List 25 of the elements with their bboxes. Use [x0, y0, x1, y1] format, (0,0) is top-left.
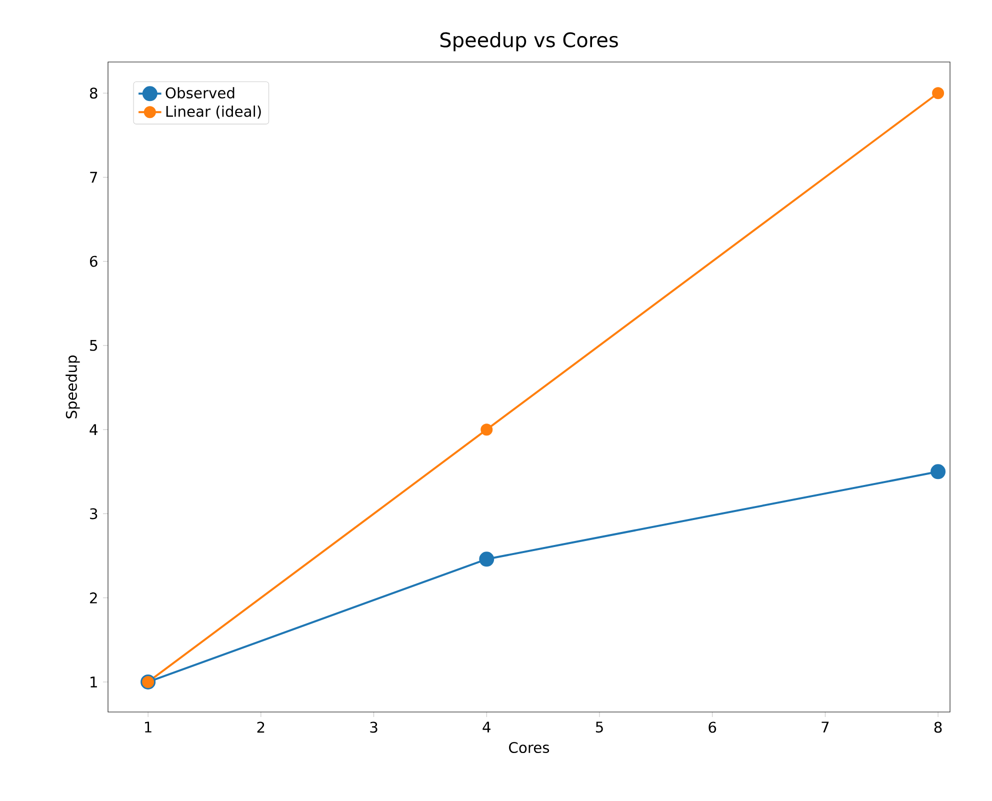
- x-tick-label: 7: [822, 722, 829, 732]
- y-tick-label: 4: [90, 424, 98, 435]
- x-tick-label: 1: [145, 722, 152, 732]
- y-tick-label: 7: [90, 172, 98, 183]
- y-tick-label: 8: [90, 88, 98, 99]
- x-tick-label: 3: [370, 722, 378, 733]
- y-tick-label: 1: [90, 676, 97, 688]
- legend-label: Observed: [166, 87, 234, 98]
- point: [932, 87, 944, 100]
- legend-label: Linear (ideal): [166, 106, 261, 119]
- y-tick-label: 5: [90, 340, 98, 351]
- x-tick-label: 8: [934, 722, 942, 733]
- point: [479, 552, 494, 567]
- x-axis-title: Cores: [509, 742, 550, 754]
- point: [930, 464, 946, 480]
- x-tick-label: 6: [708, 722, 716, 733]
- x-tick-label: 4: [482, 722, 490, 732]
- y-tick-label: 6: [90, 256, 98, 267]
- y-tick-label: 2: [90, 592, 97, 604]
- chart-title: Speedup vs Cores: [440, 32, 618, 52]
- x-tick-label: 2: [257, 722, 264, 733]
- y-tick-label: 3: [90, 508, 98, 520]
- y-axis-title: Speedup: [66, 356, 80, 418]
- point: [480, 424, 493, 436]
- x-tick-label: 5: [596, 722, 603, 733]
